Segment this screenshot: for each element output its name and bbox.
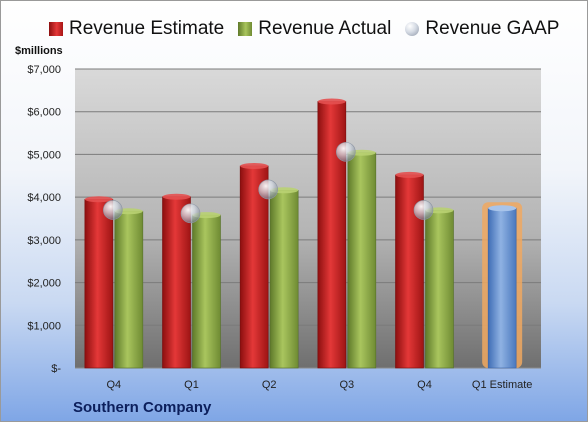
bar-top-cap (317, 98, 346, 105)
bar-q1-estimate (487, 207, 517, 369)
bar-revenue-actual (269, 190, 299, 369)
x-tick-label: Q4 (106, 379, 121, 391)
marker-revenue-gaap (336, 142, 356, 162)
y-axis-unit-label: $millions (15, 45, 63, 57)
axis-ticks: $- $1,000 $2,000 $3,000 $4,000 $5,000 $6,000 $7… (27, 64, 532, 391)
bar-revenue-estimate (162, 196, 191, 369)
x-tick-label: Q2 (262, 379, 277, 391)
marker-revenue-gaap (180, 203, 201, 224)
legend-item-revenue-estimate: Revenue Estimate (49, 18, 224, 40)
bar-top-cap (395, 171, 424, 178)
plot-area (75, 69, 541, 368)
bar-revenue-estimate (84, 198, 114, 369)
legend-label-estimate: Revenue Estimate (69, 18, 225, 39)
bar-revenue-estimate (317, 101, 347, 369)
x-tick-label: Q1 Estimate (472, 379, 533, 391)
marker-revenue-gaap (103, 200, 123, 220)
x-tick-label: Q1 (184, 379, 199, 391)
legend-swatch-estimate (49, 22, 63, 36)
bar-revenue-actual (347, 152, 377, 369)
gaap-markers (103, 142, 434, 224)
y-tick-label: $5,000 (27, 149, 61, 161)
bar-revenue-estimate (239, 165, 269, 369)
legend-label-actual: Revenue Actual (258, 18, 392, 39)
bar-revenue-actual (425, 210, 454, 369)
y-tick-label: $6,000 (27, 107, 61, 119)
bar-top-cap (488, 205, 517, 212)
legend-item-revenue-gaap: Revenue GAAP (405, 18, 559, 40)
legend-label-gaap: Revenue GAAP (425, 18, 560, 39)
x-tick-label: Q4 (417, 379, 432, 391)
y-tick-label: $2,000 (27, 278, 61, 290)
bar-top-cap (162, 193, 191, 200)
bars (84, 98, 523, 369)
y-tick-label: $7,000 (27, 64, 61, 76)
legend-swatch-actual (238, 22, 253, 36)
legend: Revenue Estimate Revenue Actual Revenue … (49, 17, 559, 41)
y-tick-label: $- (51, 363, 61, 375)
bar-revenue-actual (192, 214, 221, 369)
legend-item-revenue-actual: Revenue Actual (238, 18, 391, 40)
legend-swatch-gaap (405, 22, 420, 36)
bar-top-cap (240, 162, 269, 169)
y-tick-label: $4,000 (27, 192, 61, 204)
bar-revenue-actual (114, 210, 144, 369)
gridlines (75, 68, 541, 369)
bar-top-cap (84, 196, 113, 203)
y-tick-label: $3,000 (27, 235, 61, 247)
x-tick-label: Q3 (339, 379, 354, 391)
marker-revenue-gaap (413, 200, 434, 220)
marker-revenue-gaap (258, 179, 278, 200)
company-name: Southern Company (73, 399, 212, 416)
y-tick-label: $1,000 (27, 320, 61, 332)
